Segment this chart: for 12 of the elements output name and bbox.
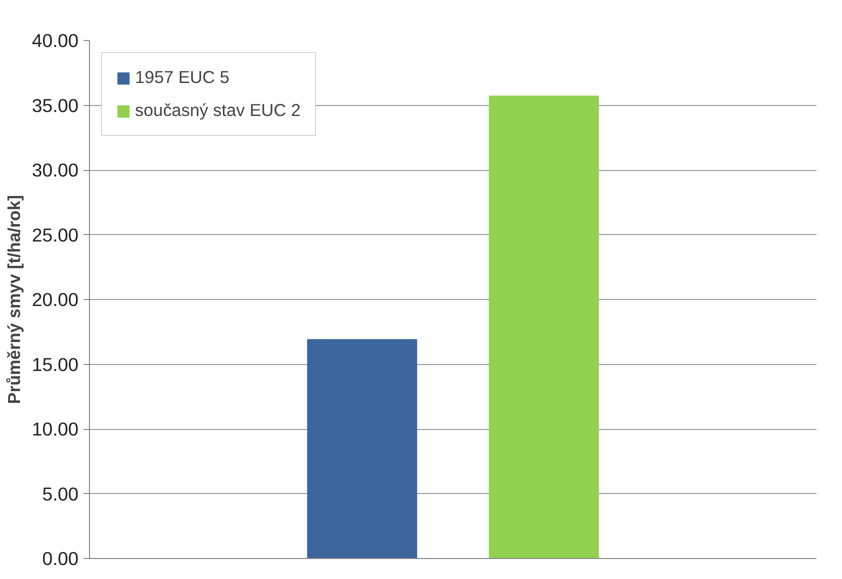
y-tick-label: 40.00 [32, 30, 78, 51]
y-tick-label: 10.00 [32, 418, 78, 440]
y-tick-label: 20.00 [32, 289, 78, 310]
y-tick-label: 35.00 [32, 94, 78, 116]
y-tick-label: 25.00 [32, 224, 78, 246]
y-axis-title: Průměrný smyv [t/ha/rok] [4, 195, 24, 404]
y-tick-label: 15.00 [32, 354, 78, 375]
y-tick-label: 5.00 [42, 483, 78, 504]
legend-label: současný stav EUC 2 [135, 100, 301, 121]
y-tick-label: 30.00 [32, 160, 78, 180]
y-tick-label: 0.00 [42, 548, 78, 569]
legend-label: 1957 EUC 5 [135, 67, 230, 88]
